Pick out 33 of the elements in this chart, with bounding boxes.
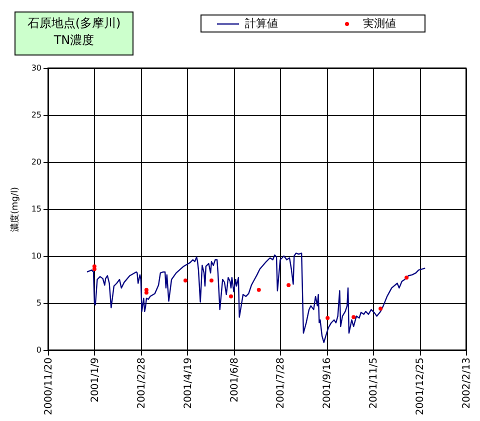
point: [378, 306, 383, 311]
x-tick-label: 2001/4/19: [182, 358, 194, 409]
y-tick-label: 30: [31, 64, 42, 72]
line-series: [86, 252, 426, 344]
point: [209, 278, 214, 282]
y-tick-label: 15: [31, 204, 42, 214]
x-tick-label: 2001/6/8: [229, 358, 240, 402]
x-tick-label: 2001/12/25: [415, 358, 426, 416]
y-tick-label: 5: [36, 298, 42, 308]
x-tick-label: 2000/11/20: [44, 358, 54, 416]
chart-title: 石原地点(多摩川) TN濃度: [27, 16, 121, 47]
x-tick-label: 2001/11/5: [368, 358, 380, 409]
x-tick-label: 2002/2/13: [462, 358, 472, 409]
y-axis-title: 濃度(mg/l): [9, 186, 20, 232]
point: [92, 267, 96, 272]
point: [144, 290, 148, 295]
point: [404, 276, 409, 280]
point: [352, 315, 356, 320]
y-tick-label: 10: [31, 252, 42, 260]
x-tick-label: 2001/7/28: [276, 358, 287, 409]
y-tick-label: 0: [36, 346, 42, 354]
legend-label: 計算値: [245, 17, 278, 30]
point: [228, 294, 233, 298]
point: [286, 283, 291, 288]
legend-label: 実測値: [363, 17, 396, 30]
point: [183, 278, 188, 282]
y-tick-label: 25: [31, 110, 42, 120]
point: [256, 288, 261, 292]
x-tick-label: 2001/9/16: [322, 358, 334, 409]
x-tick-label: 2001/2/28: [136, 358, 148, 409]
point: [326, 316, 330, 320]
x-tick-label: 2001/1/9: [90, 358, 101, 402]
y-tick-label: 20: [31, 158, 42, 166]
